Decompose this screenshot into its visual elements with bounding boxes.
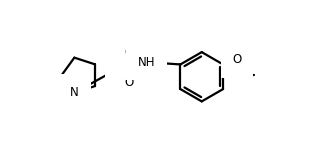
Text: O: O [232, 53, 241, 66]
Text: O: O [125, 46, 134, 59]
Text: O: O [125, 76, 134, 89]
Text: S: S [116, 61, 124, 74]
Text: NH: NH [138, 56, 155, 69]
Text: N: N [70, 86, 79, 99]
